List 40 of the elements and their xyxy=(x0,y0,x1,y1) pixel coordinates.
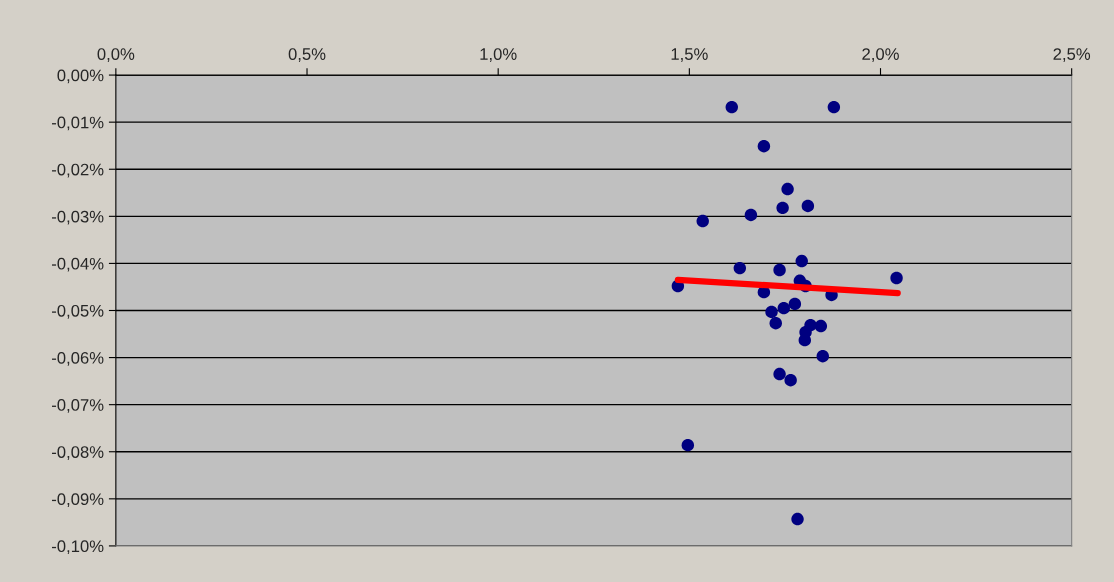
point xyxy=(733,261,747,275)
x-tick-label: 1,0% xyxy=(480,48,517,62)
y-tick-label: 0,00% xyxy=(57,69,104,84)
point xyxy=(757,139,771,153)
point xyxy=(798,333,812,347)
point xyxy=(773,367,786,381)
x-tick-label: 0,0% xyxy=(97,48,135,62)
y-tick-label: -0,08% xyxy=(51,446,104,460)
x-tick-label: 2,0% xyxy=(862,48,899,62)
point xyxy=(784,373,797,387)
y-tick-label: -0,09% xyxy=(51,493,104,507)
y-tick-label: -0,07% xyxy=(51,399,104,413)
x-tick-label: 1,5% xyxy=(671,48,708,62)
y-tick-label: -0,10% xyxy=(51,540,104,555)
point xyxy=(827,100,841,114)
point xyxy=(890,271,903,285)
y-tick-label: -0,03% xyxy=(51,210,104,225)
point xyxy=(781,182,794,196)
y-tick-label: -0,02% xyxy=(51,163,104,178)
x-tick-label: 0,5% xyxy=(288,48,326,62)
point xyxy=(681,438,695,452)
point xyxy=(788,297,802,311)
point xyxy=(773,263,786,277)
point xyxy=(816,349,829,363)
y-tick-label: -0,04% xyxy=(51,257,104,272)
point xyxy=(791,512,804,526)
point xyxy=(765,305,778,319)
point xyxy=(814,319,828,333)
point xyxy=(725,100,738,114)
point xyxy=(769,317,782,330)
point xyxy=(696,214,709,228)
point xyxy=(776,201,789,215)
y-tick-label: -0,05% xyxy=(51,304,104,319)
point xyxy=(777,301,790,315)
point xyxy=(744,208,758,222)
x-tick-label: 2,5% xyxy=(1053,48,1091,62)
point xyxy=(795,254,808,268)
point xyxy=(801,199,815,213)
y-tick-label: -0,01% xyxy=(51,116,104,131)
y-tick-label: -0,06% xyxy=(51,351,104,366)
